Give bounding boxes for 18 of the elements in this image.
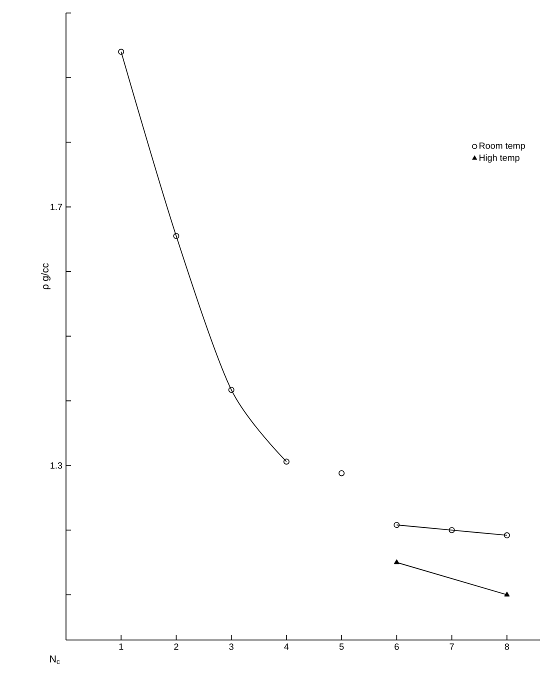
x-axis-title: N$_{c}$	[50, 656, 60, 664]
x-tick-label: 1	[119, 644, 124, 650]
x-tick-label: 6	[394, 644, 399, 650]
y-tick-label: 1.7	[50, 204, 62, 210]
point	[173, 233, 180, 240]
legend-label: Room temp	[480, 142, 525, 151]
point	[338, 470, 345, 476]
x-tick-label: 4	[284, 644, 289, 650]
x-tick-label: 8	[504, 644, 510, 650]
point	[448, 527, 455, 534]
x-tick-label: 2	[174, 644, 178, 650]
y-tick-label: 1.3	[50, 462, 62, 469]
y-axis-title: ρ g/cc	[41, 263, 50, 290]
x-tick-label: 5	[339, 644, 344, 650]
point	[228, 386, 234, 393]
x-tick-label: 3	[229, 644, 234, 650]
legend-label: High temp	[480, 154, 520, 163]
x-tick-label: 7	[450, 644, 454, 650]
